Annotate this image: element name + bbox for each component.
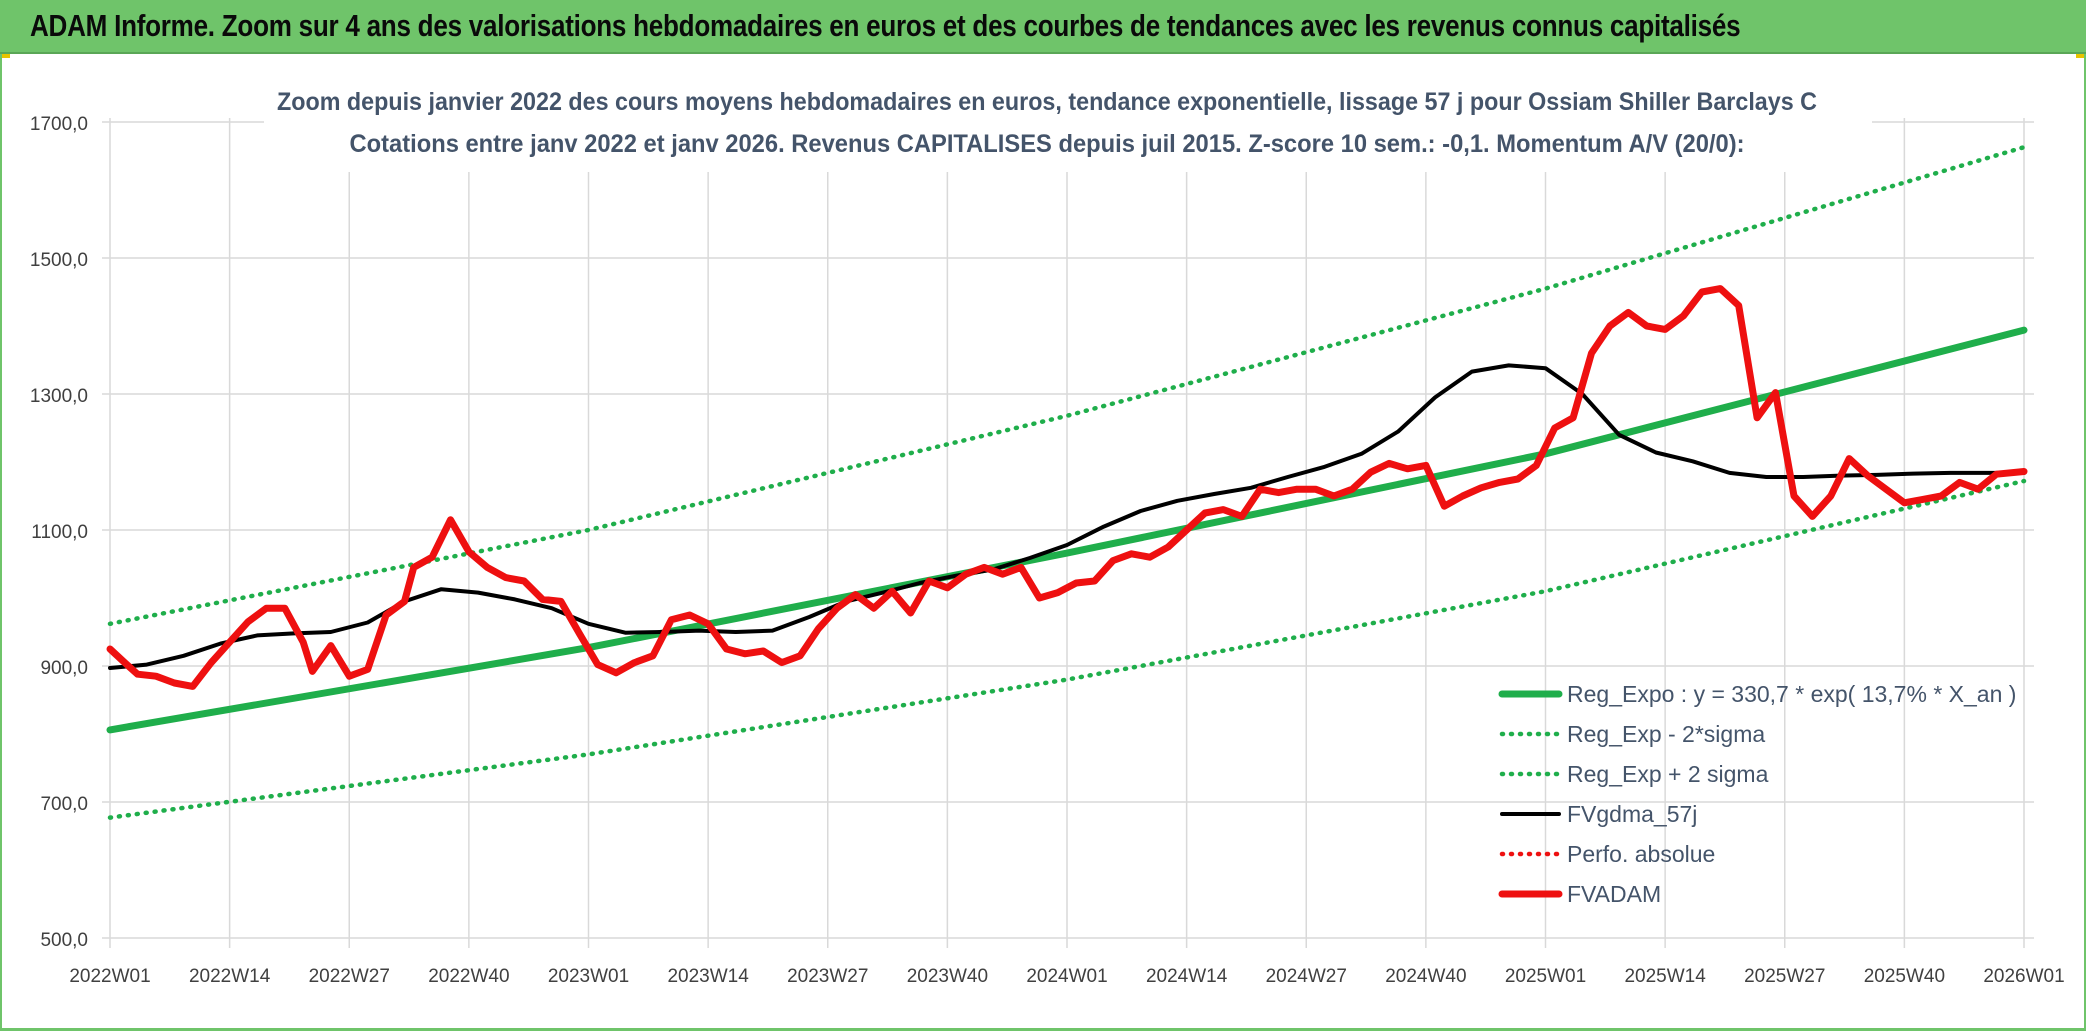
x-tick-label: 2023W01: [548, 966, 629, 987]
series-line-fvadam: [106, 285, 2028, 690]
legend-label: Reg_Exp - 2*sigma: [1567, 721, 1765, 747]
series-line-reg_expo: [106, 326, 2028, 734]
chart-legend: Reg_Expo : y = 330,7 * exp( 13,7% * X_an…: [1498, 681, 2016, 907]
x-tick-label: 2026W01: [1983, 966, 2064, 987]
report-title: ADAM Informe. Zoom sur 4 ans des valoris…: [30, 8, 1741, 43]
corner-marker: [0, 54, 10, 58]
series-line-fvgdma_57j: [108, 363, 2026, 670]
x-axis-tick-labels: 2022W01 2022W14 2022W27 2022W40 2023W01 2023W…: [69, 966, 2064, 987]
chart-title: Zoom depuis janvier 2022 des cours moyen…: [277, 88, 1817, 116]
line-chart: 500,0700,0900,01100,01300,01500,01700,0 …: [30, 80, 2065, 987]
legend-label: Reg_Expo : y = 330,7 * exp( 13,7% * X_an…: [1567, 681, 2016, 707]
x-tick-label: 2022W27: [309, 966, 390, 987]
y-tick-label: 1700,0: [30, 114, 88, 135]
x-tick-label: 2022W14: [189, 966, 271, 987]
horizontal-gridlines: [102, 121, 2034, 939]
series-line-reg_exp: [107, 478, 2027, 820]
legend-label: Reg_Exp + 2 sigma: [1567, 761, 1769, 787]
x-tick-label: 2023W27: [787, 966, 868, 987]
x-tick-label: 2024W27: [1266, 966, 1347, 987]
x-tick-label: 2024W01: [1026, 966, 1107, 987]
vertical-gridlines: [109, 118, 2025, 948]
y-axis-tick-labels: 500,0 700,0 900,0 1100,0 1300,0 1500,0 1700,0: [30, 114, 88, 951]
corner-marker: [2076, 54, 2086, 58]
x-tick-label: 2025W27: [1744, 966, 1825, 987]
report-banner: ADAM Informe. Zoom sur 4 ans des valoris…: [0, 0, 2086, 54]
x-tick-label: 2023W14: [667, 966, 749, 987]
series-lines: [106, 144, 2028, 820]
x-tick-label: 2024W14: [1146, 966, 1228, 987]
chart-subtitle: Cotations entre janv 2022 et janv 2026. …: [350, 130, 1745, 158]
x-tick-label: 2025W40: [1864, 966, 1945, 987]
legend-label: FVgdma_57j: [1567, 801, 1697, 827]
legend-label: FVADAM: [1567, 881, 1661, 907]
chart-title-background: [264, 80, 1872, 172]
y-tick-label: 1500,0: [30, 250, 88, 271]
x-tick-label: 2024W40: [1385, 966, 1466, 987]
y-tick-label: 700,0: [40, 794, 88, 815]
legend-label: Perfo. absolue: [1567, 841, 1715, 867]
x-tick-label: 2022W01: [69, 966, 150, 987]
y-tick-label: 900,0: [40, 658, 88, 679]
chart-frame: 500,0 700,0 900,0 1100,0 1300,0 1500,0 1700,0 …: [0, 54, 2086, 1031]
y-tick-label: 500,0: [40, 930, 88, 951]
x-tick-label: 2025W14: [1624, 966, 1706, 987]
x-tick-label: 2025W01: [1505, 966, 1586, 987]
x-tick-label: 2022W40: [428, 966, 509, 987]
y-tick-label: 1100,0: [31, 522, 88, 543]
x-tick-label: 2023W40: [907, 966, 988, 987]
y-tick-label: 1300,0: [30, 386, 88, 407]
